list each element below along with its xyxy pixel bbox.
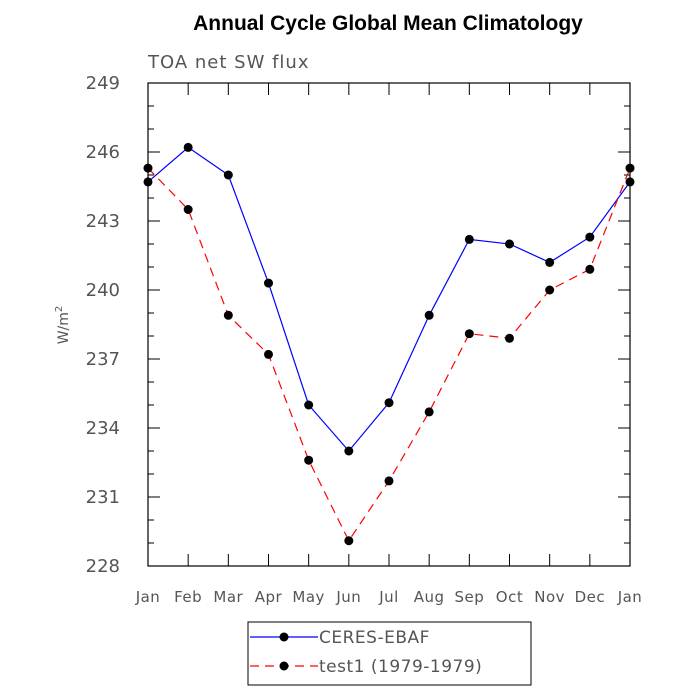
data-point <box>183 205 193 214</box>
legend-label-test1: test1 (1979-1979) <box>319 657 482 677</box>
data-point <box>424 407 434 417</box>
chart-title: Annual Cycle Global Mean Climatology <box>193 12 583 35</box>
data-point <box>545 257 555 267</box>
x-tick-label: Apr <box>255 588 283 606</box>
data-point <box>625 163 635 173</box>
y-tick-label: 231 <box>86 487 120 508</box>
series-layer <box>143 142 635 546</box>
x-tick-label: Jan <box>135 588 161 606</box>
x-tick-label: Aug <box>414 588 445 606</box>
y-axis-label-superscript: 2 <box>54 306 65 312</box>
data-point <box>264 349 273 359</box>
y-axis: 228 231 234 237 240 243 246 249 <box>86 73 630 577</box>
x-tick-label: Jul <box>378 588 399 606</box>
legend-marker-test1 <box>279 661 289 671</box>
data-point <box>183 142 193 152</box>
plot-border <box>147 82 631 567</box>
y-axis-label-main: W/m <box>56 312 72 344</box>
y-tick-label: 246 <box>86 142 120 163</box>
legend: CERES-EBAF test1 (1979-1979) <box>247 621 532 686</box>
y-axis-label: W/m2 <box>54 306 72 345</box>
x-tick-label: Jan <box>617 588 643 606</box>
data-point <box>464 234 474 244</box>
y-tick-label: 234 <box>86 418 120 439</box>
legend-label-ceres-ebaf: CERES-EBAF <box>319 628 430 648</box>
legend-marker-ceres-ebaf <box>279 632 289 642</box>
data-point <box>585 232 595 242</box>
data-point <box>223 170 233 180</box>
data-point <box>304 455 314 465</box>
y-tick-label: 237 <box>86 349 120 370</box>
legend-box <box>247 621 532 686</box>
x-tick-label: Feb <box>174 588 202 606</box>
x-tick-label: Nov <box>534 588 565 606</box>
data-point <box>304 400 314 410</box>
data-point <box>625 177 635 187</box>
data-point <box>384 476 394 486</box>
data-point <box>464 329 474 339</box>
data-point <box>143 163 153 173</box>
x-tick-label: Mar <box>213 588 243 606</box>
data-point <box>223 310 233 320</box>
y-tick-label: 228 <box>86 556 120 577</box>
x-tick-label: May <box>292 588 325 606</box>
data-point <box>545 285 555 295</box>
data-point <box>585 264 595 274</box>
x-tick-label: Sep <box>454 588 484 606</box>
x-tick-label: Jun <box>335 588 361 606</box>
y-tick-label: 249 <box>86 73 120 94</box>
data-point <box>505 333 514 343</box>
data-point <box>264 278 273 288</box>
series-test1 <box>143 163 635 546</box>
plot-frame <box>147 82 631 567</box>
data-point <box>384 398 394 408</box>
data-point <box>505 239 514 249</box>
x-tick-label: Oct <box>496 588 523 606</box>
x-tick-label: Dec <box>575 588 606 606</box>
data-point <box>143 177 153 187</box>
data-point <box>344 446 354 456</box>
data-point <box>424 310 434 320</box>
series-ceres-ebaf <box>143 142 635 456</box>
x-axis: Jan Feb Mar Apr May Jun Jul Aug Sep Oct Nov Dec Jan <box>135 83 643 606</box>
y-tick-label: 243 <box>86 211 120 232</box>
data-point <box>344 536 354 546</box>
y-tick-label: 240 <box>86 280 120 301</box>
chart-subtitle: TOA net SW flux <box>147 52 310 73</box>
